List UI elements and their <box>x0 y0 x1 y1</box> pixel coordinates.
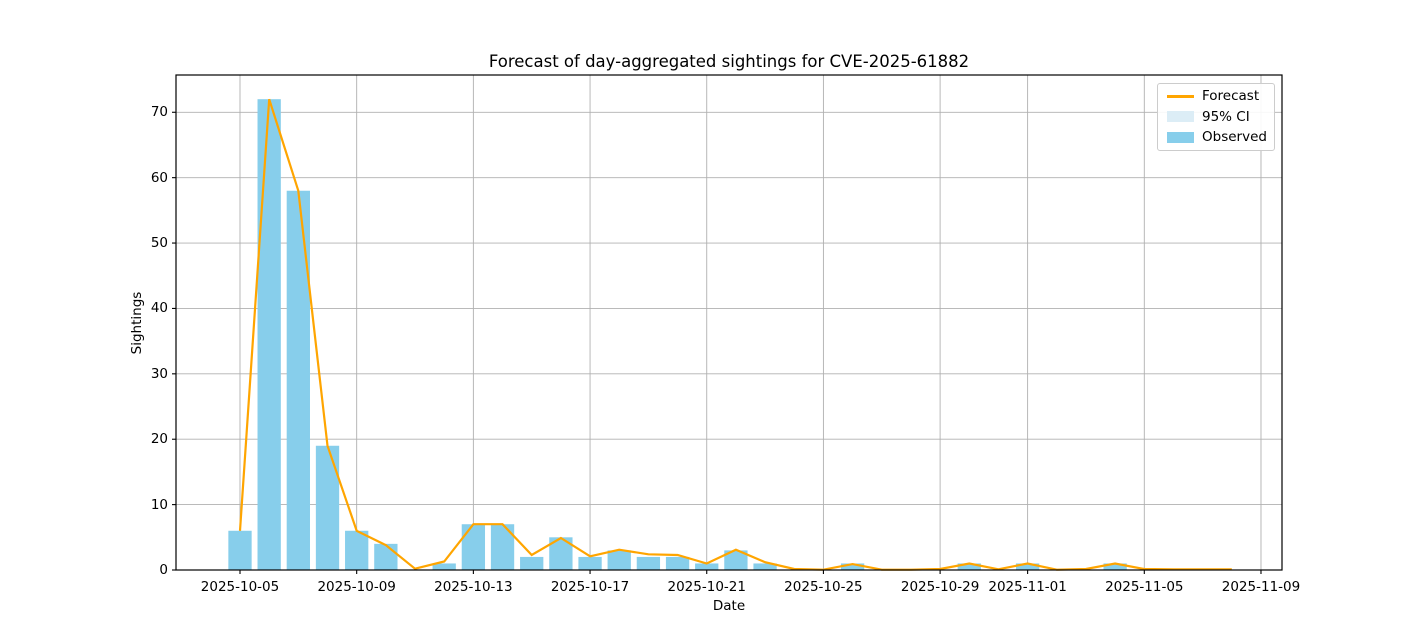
observed-bar <box>257 99 281 571</box>
observed-bar <box>549 537 573 570</box>
observed-bar <box>315 445 340 570</box>
x-tick-label: 2025-11-05 <box>1105 579 1184 595</box>
chart-title: Forecast of day-aggregated sightings for… <box>488 52 970 71</box>
observed-bar <box>607 550 631 570</box>
y-tick-label: 50 <box>150 235 168 252</box>
x-tick-label: 2025-10-05 <box>200 579 280 595</box>
observed-bar <box>724 550 748 570</box>
observed-bar <box>957 563 981 570</box>
observed-bar <box>636 556 661 570</box>
y-tick-label: 70 <box>150 104 168 121</box>
x-tick-label: 2025-10-25 <box>784 579 863 595</box>
x-tick-label: 2025-10-21 <box>667 579 746 595</box>
observed-bar <box>695 563 719 570</box>
observed-bar <box>345 530 369 570</box>
y-tick-label: 20 <box>150 431 168 448</box>
y-tick-label: 40 <box>150 300 168 317</box>
x-tick-label: 2025-10-13 <box>434 579 513 595</box>
observed-bar <box>1015 563 1040 570</box>
observed-bar <box>228 530 252 570</box>
observed-bar <box>520 556 544 570</box>
observed-bar <box>286 190 310 571</box>
observed-bar <box>578 556 602 570</box>
plot-border <box>175 74 1283 571</box>
y-tick-label: 10 <box>150 496 168 513</box>
y-tick-label: 30 <box>150 365 168 382</box>
x-tick-label: 2025-10-29 <box>900 579 980 595</box>
observed-bar <box>1103 563 1127 570</box>
observed-patch-swatch <box>1167 131 1194 143</box>
legend: Forecast 95% CI Observed <box>1157 83 1275 151</box>
observed-bar <box>490 524 515 570</box>
forecast-line-swatch <box>1167 95 1194 98</box>
legend-label-observed: Observed <box>1202 129 1267 146</box>
observed-bar <box>753 563 777 570</box>
legend-item-observed: Observed <box>1167 127 1267 148</box>
observed-bar <box>374 543 398 570</box>
observed-bar <box>432 563 456 570</box>
legend-label-ci: 95% CI <box>1202 108 1250 125</box>
legend-item-forecast: Forecast <box>1167 86 1266 107</box>
forecast-line <box>238 98 1232 571</box>
observed-bar <box>461 524 486 570</box>
observed-bar <box>840 563 865 570</box>
ci-patch-swatch <box>1167 111 1194 123</box>
y-tick-label: 60 <box>150 169 168 186</box>
legend-item-ci: 95% CI <box>1167 107 1266 128</box>
x-tick-label: 2025-11-09 <box>1221 579 1301 595</box>
y-tick-label: 0 <box>159 562 168 578</box>
x-axis-label: Date <box>712 598 746 614</box>
x-tick-label: 2025-10-09 <box>317 579 396 595</box>
legend-label-forecast: Forecast <box>1202 88 1260 105</box>
observed-bar <box>665 556 690 570</box>
x-tick-label: 2025-11-01 <box>988 579 1067 595</box>
x-tick-label: 2025-10-17 <box>550 579 630 595</box>
